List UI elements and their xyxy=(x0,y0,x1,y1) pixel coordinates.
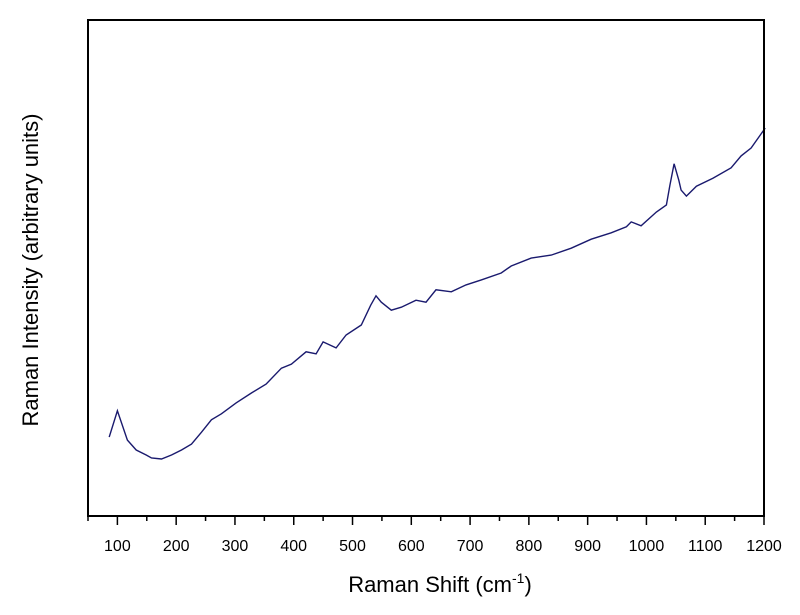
x-tick-label: 100 xyxy=(104,538,131,555)
x-tick-label: 1000 xyxy=(629,538,665,555)
plot-frame xyxy=(87,19,765,517)
x-tick-label: 1100 xyxy=(688,538,723,555)
x-tick-label: 700 xyxy=(457,538,484,555)
x-tick-label: 300 xyxy=(222,538,249,555)
series-line-raman-spectrum xyxy=(108,127,766,460)
x-tick-label: 500 xyxy=(339,538,366,555)
x-tick-label: 900 xyxy=(574,538,601,555)
x-tick-label: 400 xyxy=(280,538,307,555)
x-tick-label: 1200 xyxy=(746,538,782,555)
x-axis-title: Raman Shift (cm-1) xyxy=(348,570,532,597)
x-tick-label: 200 xyxy=(163,538,190,555)
x-tick-label: 800 xyxy=(516,538,543,555)
x-tick-label: 600 xyxy=(398,538,425,555)
x-axis-title-superscript: -1 xyxy=(512,570,525,586)
y-axis-title: Raman Intensity (arbitrary units) xyxy=(18,114,43,427)
x-axis-ticks: 100 200 300 400 500 600 700 800 900 1000 1100 1200 xyxy=(87,516,782,555)
